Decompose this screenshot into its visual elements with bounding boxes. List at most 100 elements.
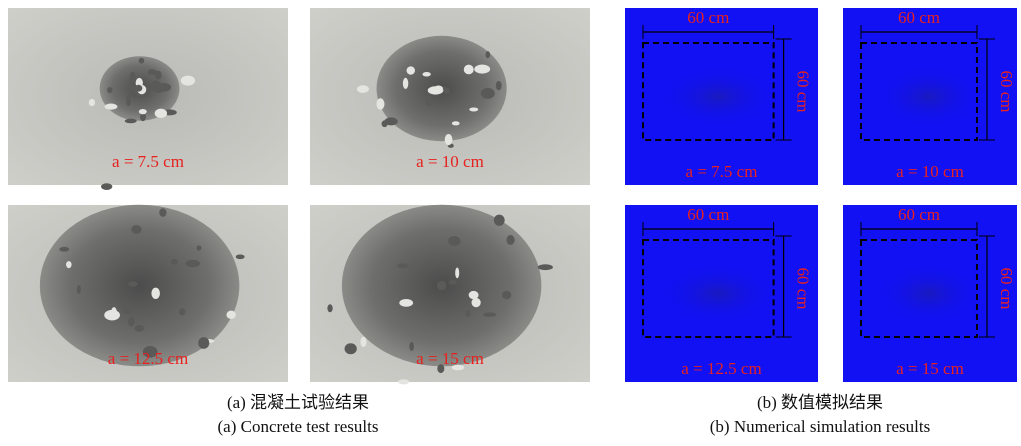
width-label: 60 cm — [687, 205, 729, 224]
debris — [157, 83, 171, 92]
debris — [134, 325, 144, 332]
caption-en: (a) Concrete test results — [218, 417, 379, 436]
debris — [494, 215, 505, 226]
damage-zone — [660, 264, 778, 324]
image-label: a = 7.5 cm — [112, 152, 184, 171]
debris — [236, 254, 245, 259]
debris — [496, 81, 502, 90]
debris — [357, 85, 369, 93]
debris — [398, 379, 409, 384]
debris — [181, 76, 195, 86]
height-label: 60 cm — [997, 267, 1016, 309]
simulation-image: 60 cm 60 cm a = 12.5 cm — [625, 205, 818, 382]
debris — [126, 95, 131, 106]
debris — [360, 337, 366, 347]
debris — [59, 247, 69, 252]
debris — [409, 342, 414, 351]
debris — [448, 236, 460, 246]
debris — [123, 305, 133, 314]
debris — [89, 99, 95, 106]
caption-zh: (b) 数值模拟结果 — [757, 393, 883, 412]
simulation-image: 60 cm 60 cm a = 10 cm — [843, 8, 1017, 185]
debris — [107, 87, 112, 93]
damage-zone — [877, 67, 981, 127]
debris — [403, 78, 408, 89]
debris — [481, 88, 495, 99]
debris — [171, 259, 178, 265]
simulation-image: 60 cm 60 cm a = 7.5 cm — [625, 8, 818, 185]
debris — [485, 51, 490, 58]
photo: a = 15 cm — [310, 205, 590, 385]
image-label: a = 10 cm — [416, 152, 484, 171]
debris — [198, 337, 209, 349]
height-label: 60 cm — [794, 267, 813, 309]
debris — [538, 264, 553, 270]
debris — [426, 96, 434, 106]
debris — [226, 311, 235, 319]
debris — [130, 72, 136, 84]
figure: (a) 混凝土试验结果 (a) Concrete test results (b… — [0, 0, 1021, 446]
debris — [345, 343, 357, 354]
debris — [506, 235, 514, 245]
debris — [134, 85, 142, 92]
debris — [179, 308, 186, 315]
image-label: a = 15 cm — [416, 349, 484, 368]
debris — [382, 120, 388, 127]
debris — [66, 261, 71, 268]
debris — [434, 86, 443, 91]
simulation-image: 60 cm 60 cm a = 15 cm — [843, 205, 1017, 382]
width-label: 60 cm — [687, 8, 729, 27]
debris — [125, 119, 137, 124]
debris — [77, 285, 81, 294]
photo: a = 7.5 cm — [8, 8, 288, 185]
debris — [474, 65, 490, 74]
debris — [131, 225, 141, 234]
debris — [399, 299, 413, 307]
width-label: 60 cm — [898, 205, 940, 224]
image-label: a = 7.5 cm — [686, 162, 758, 181]
debris — [449, 280, 457, 285]
debris — [455, 267, 459, 278]
photo: a = 10 cm — [310, 8, 590, 185]
debris — [465, 310, 470, 317]
debris — [186, 260, 200, 268]
damage-zone — [660, 67, 778, 127]
debris — [445, 134, 453, 145]
height-label: 60 cm — [794, 70, 813, 112]
debris — [104, 310, 120, 321]
debris — [155, 109, 167, 118]
caption-en: (b) Numerical simulation results — [710, 417, 930, 436]
debris — [483, 312, 496, 317]
width-label: 60 cm — [898, 8, 940, 27]
debris — [472, 298, 481, 307]
debris — [139, 109, 147, 114]
debris — [502, 291, 511, 299]
image-label: a = 10 cm — [896, 162, 964, 181]
debris — [444, 88, 450, 94]
height-label: 60 cm — [997, 70, 1016, 112]
damage-zone — [877, 264, 981, 324]
debris — [128, 317, 135, 327]
photo: a = 12.5 cm — [8, 183, 288, 382]
debris — [422, 72, 430, 77]
debris — [148, 69, 157, 75]
debris — [406, 66, 415, 74]
debris — [159, 208, 166, 217]
debris — [327, 304, 332, 312]
debris — [128, 281, 138, 286]
debris — [105, 104, 118, 110]
debris — [101, 183, 112, 190]
debris — [397, 263, 409, 268]
caption-zh: (a) 混凝土试验结果 — [227, 393, 369, 412]
debris — [469, 291, 479, 299]
image-label: a = 15 cm — [896, 359, 964, 378]
debris — [139, 58, 145, 64]
debris — [196, 245, 201, 250]
debris — [376, 98, 384, 109]
image-label: a = 12.5 cm — [681, 359, 761, 378]
debris — [469, 107, 478, 111]
debris — [437, 281, 446, 291]
debris — [452, 121, 460, 125]
debris — [151, 288, 160, 299]
image-label: a = 12.5 cm — [108, 349, 188, 368]
